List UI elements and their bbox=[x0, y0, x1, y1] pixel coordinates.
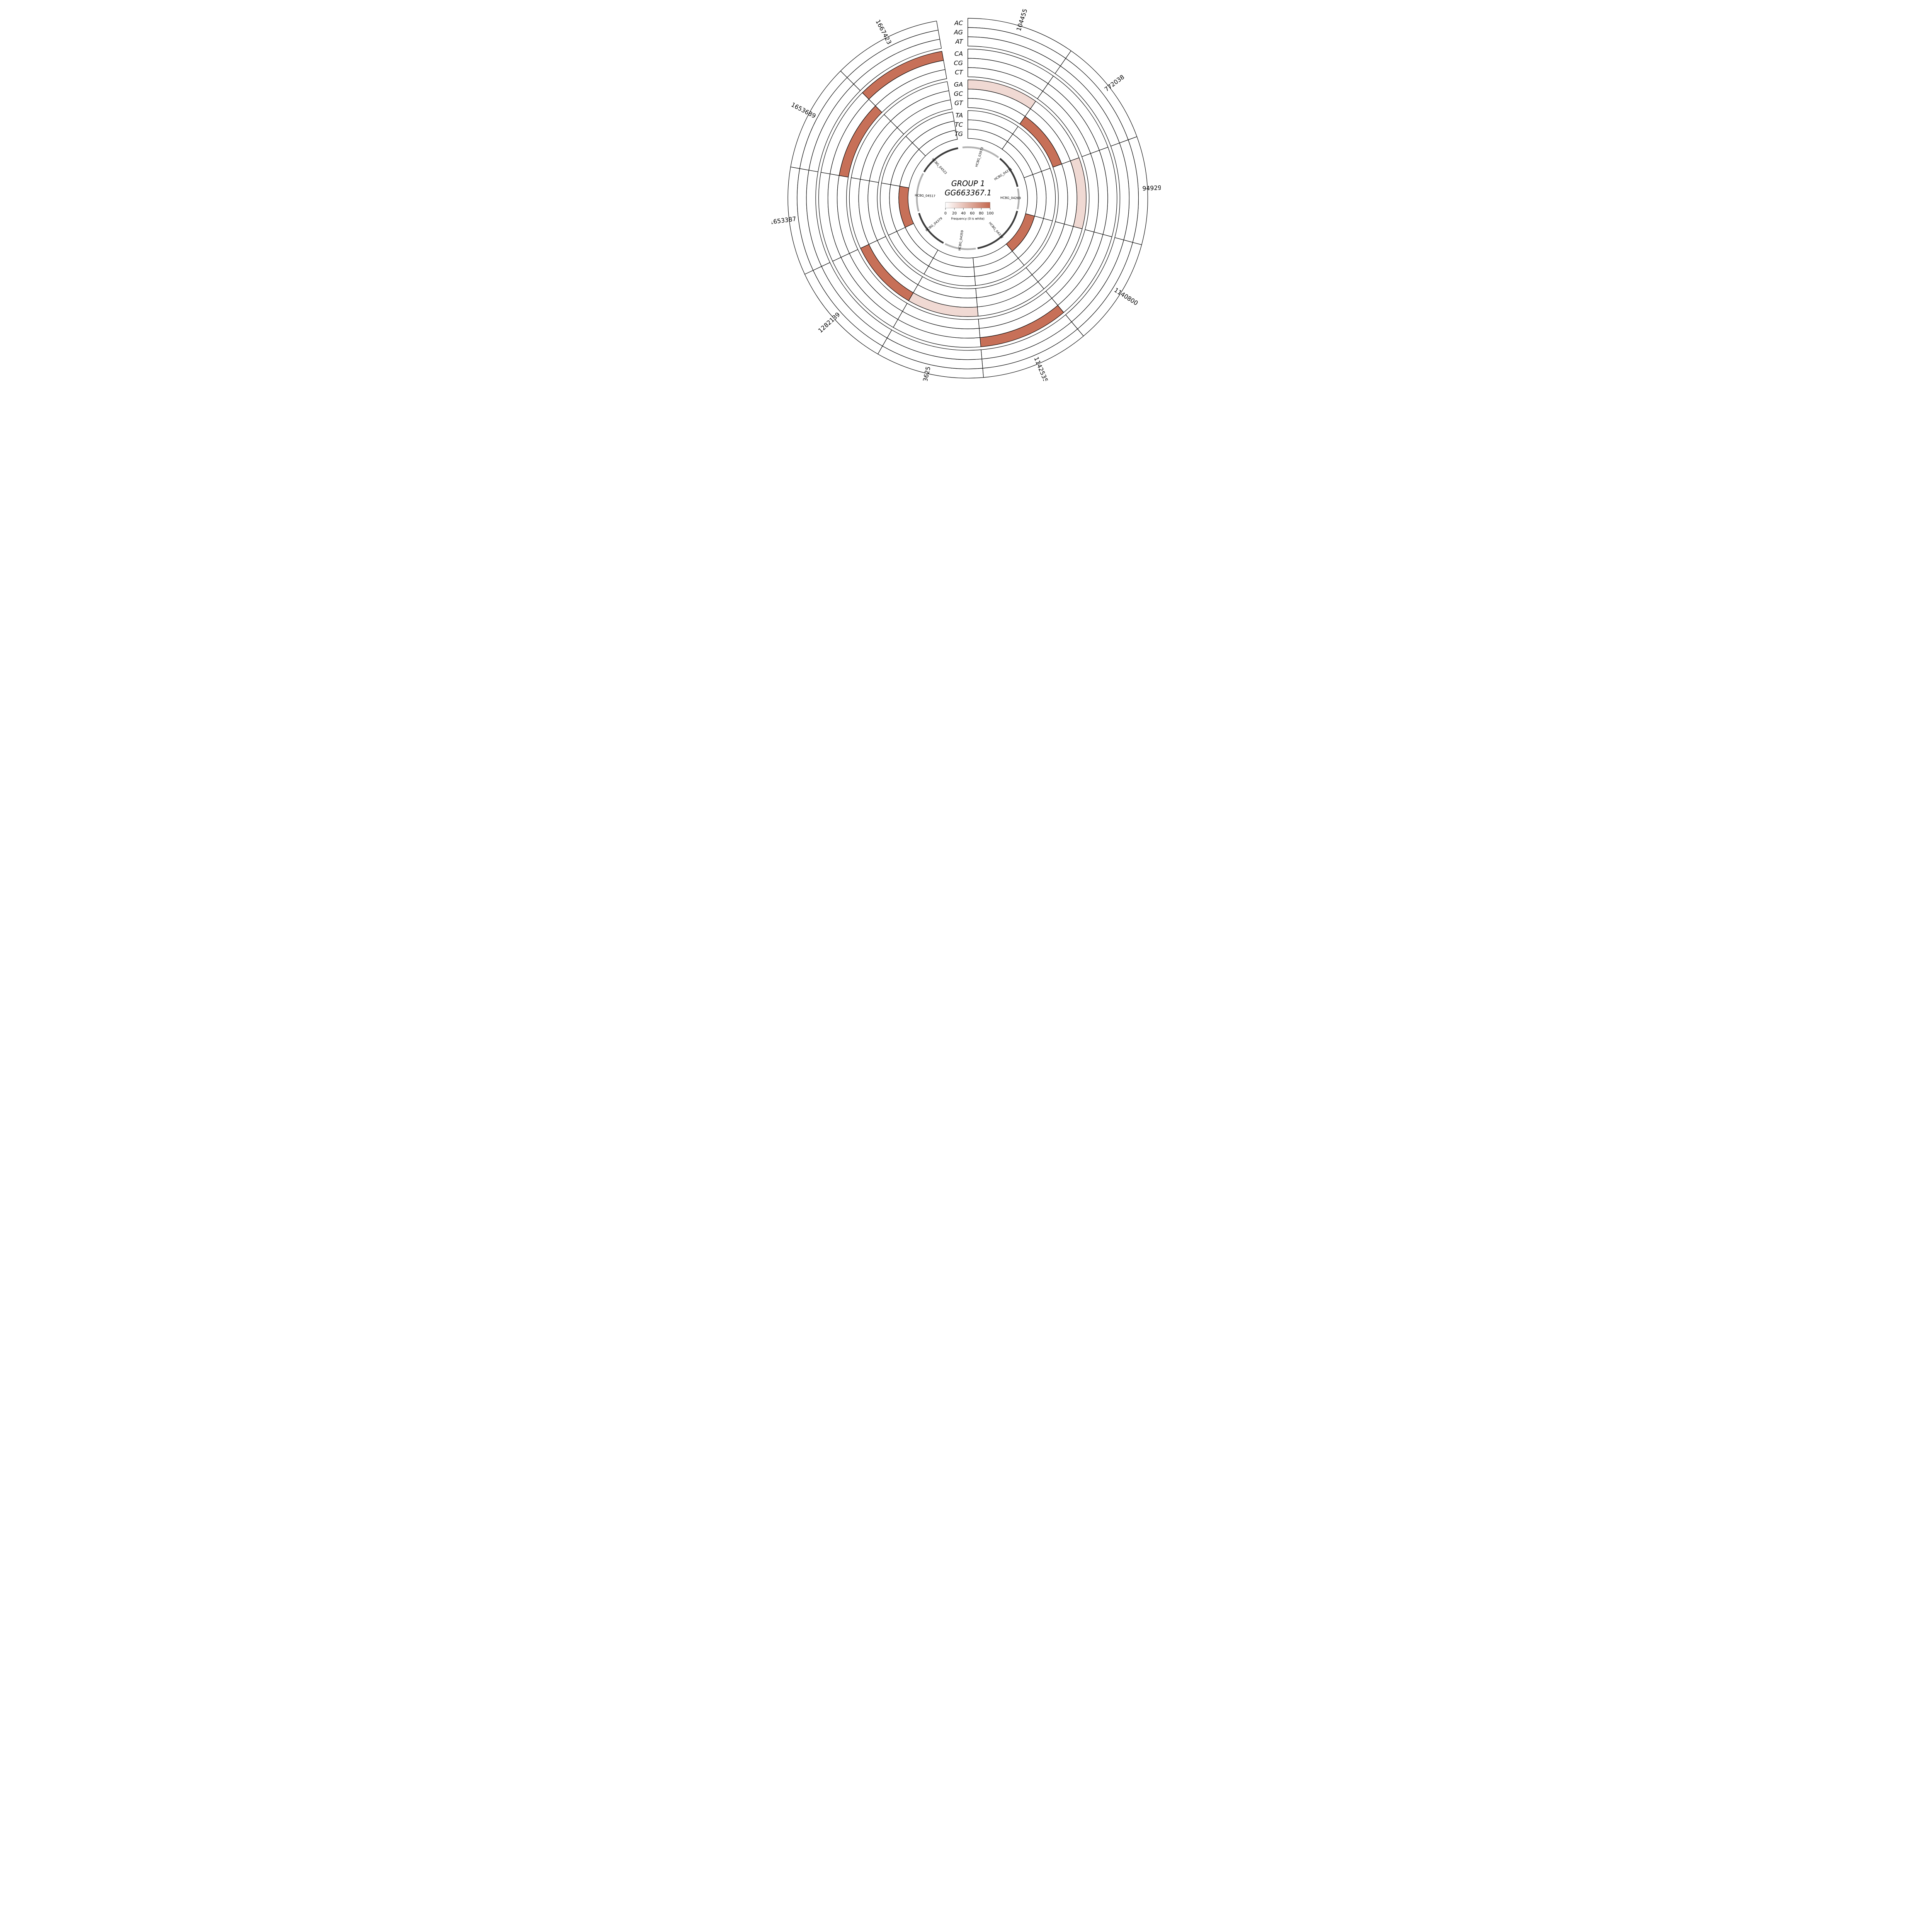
gene-arc-HCBG_04269 bbox=[1016, 188, 1020, 210]
legend-tick-label: 60 bbox=[970, 211, 975, 216]
chart-title-line1: GROUP 1 bbox=[951, 179, 985, 188]
legend-gradient-bar bbox=[945, 202, 990, 208]
ring-label-CT: CT bbox=[955, 69, 963, 76]
gene-label-HCBG_03973: HCBG_03973 bbox=[974, 146, 984, 167]
sector-label-949299: 949299 bbox=[1142, 184, 1161, 192]
ring-label-GA: GA bbox=[954, 81, 963, 88]
gene-label-HCBG_04332: HCBG_04332 bbox=[988, 221, 1004, 239]
gene-label-HCBG_04359: HCBG_04359 bbox=[957, 230, 964, 251]
gene-arc-HCBG_04522 bbox=[923, 147, 958, 173]
ring-label-TG: TG bbox=[954, 130, 963, 138]
ring-label-AG: AG bbox=[953, 29, 963, 36]
gene-arc-HCBG_04517 bbox=[915, 173, 924, 212]
cell-1667423-CT bbox=[875, 69, 947, 113]
legend-tick-label: 0 bbox=[944, 211, 946, 216]
cell-1667423-TG bbox=[918, 130, 957, 156]
legend-tick-label: 100 bbox=[986, 211, 993, 216]
gene-arc-HCBG_04332 bbox=[977, 211, 1018, 249]
legend-ticks: 0 20 40 60 80 100 bbox=[944, 208, 993, 216]
gene-label-HCBG_04269: HCBG_04269 bbox=[1000, 196, 1020, 200]
legend-tick-label: 80 bbox=[979, 211, 983, 216]
cell-1667423-AT bbox=[853, 39, 942, 91]
legend-caption: Frequency (0 is white) bbox=[951, 217, 984, 220]
gene-label-HCBG_04211: HCBG_04211 bbox=[993, 167, 1012, 181]
ring-label-TC: TC bbox=[955, 121, 963, 128]
gene-arc-HCBG_04359 bbox=[944, 243, 976, 250]
ring-label-CG: CG bbox=[954, 60, 963, 67]
circos-plot: HCBG_03973 HCBG_04211 HCBG_04269 HCBG_04332… bbox=[772, 8, 1161, 381]
gene-label-HCBG_04379: HCBG_04379 bbox=[925, 216, 943, 232]
gene-arc-HCBG_04211 bbox=[999, 158, 1018, 187]
ring-label-GT: GT bbox=[954, 99, 963, 107]
gene-label-HCBG_04517: HCBG_04517 bbox=[915, 193, 935, 198]
gene-arc-HCBG_03973 bbox=[962, 146, 999, 158]
ring-label-TA: TA bbox=[955, 112, 963, 119]
ring-label-GC: GC bbox=[954, 90, 963, 97]
circos-figure: HCBG_03973 HCBG_04211 HCBG_04269 HCBG_04332… bbox=[772, 0, 1161, 381]
ring-label-CA: CA bbox=[954, 50, 963, 58]
legend-tick-label: 40 bbox=[961, 211, 966, 216]
gene-arc-HCBG_04379 bbox=[918, 213, 944, 244]
cell-1667423-GT bbox=[896, 99, 952, 134]
sector-label-772038: 772038 bbox=[1103, 73, 1126, 93]
gene-label-HCBG_04522: HCBG_04522 bbox=[931, 157, 948, 175]
chart-title-line2: GG663367.1 bbox=[944, 188, 991, 197]
ring-label-AC: AC bbox=[954, 19, 963, 27]
ring-label-AT: AT bbox=[955, 38, 963, 45]
legend-tick-label: 20 bbox=[952, 211, 956, 216]
